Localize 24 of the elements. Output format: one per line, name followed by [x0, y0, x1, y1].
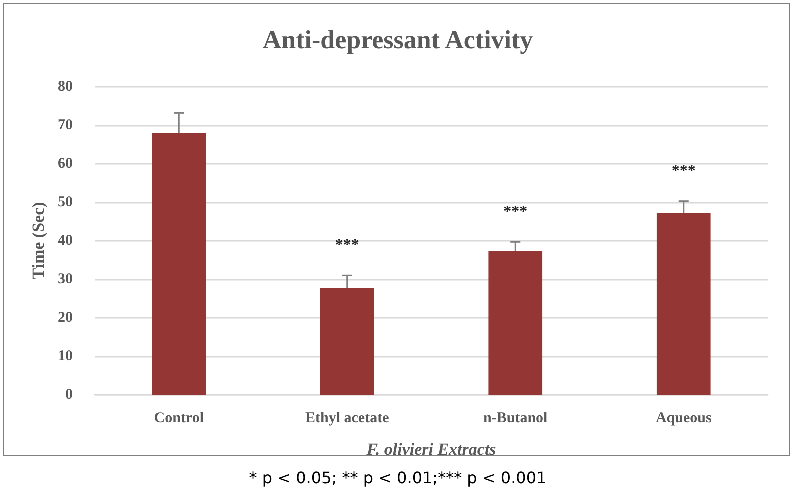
- annotation: ***: [672, 162, 696, 180]
- bar: [488, 251, 543, 395]
- y-axis-title: Time (Sec): [29, 202, 48, 280]
- bar: [152, 133, 206, 395]
- y-tick-label: 0: [66, 387, 73, 403]
- x-tick-label: n-Butanol: [484, 410, 548, 426]
- x-tick-label: Aqueous: [656, 410, 712, 426]
- bar: [656, 213, 711, 395]
- y-tick-label: 70: [58, 118, 73, 134]
- y-tick-label: 10: [58, 348, 73, 364]
- x-axis-title: F. olivieri Extracts: [366, 440, 497, 459]
- text: * p < 0.05; ** p < 0.01;*** p < 0.001: [249, 468, 547, 488]
- y-tick-label: 20: [58, 310, 73, 326]
- x-tick-label: Ethyl acetate: [306, 410, 390, 426]
- y-tick-label: 50: [58, 194, 73, 210]
- x-tick-label: Control: [154, 410, 204, 426]
- y-tick-label: 80: [58, 79, 73, 95]
- annotation: ***: [504, 204, 528, 221]
- y-tick-label: 60: [58, 156, 73, 172]
- annotation: ***: [335, 237, 360, 254]
- y-tick-label: 30: [58, 272, 73, 288]
- chart-title: Anti-depressant Activity: [262, 26, 534, 54]
- bar: [320, 288, 374, 395]
- y-tick-label: 40: [58, 233, 73, 249]
